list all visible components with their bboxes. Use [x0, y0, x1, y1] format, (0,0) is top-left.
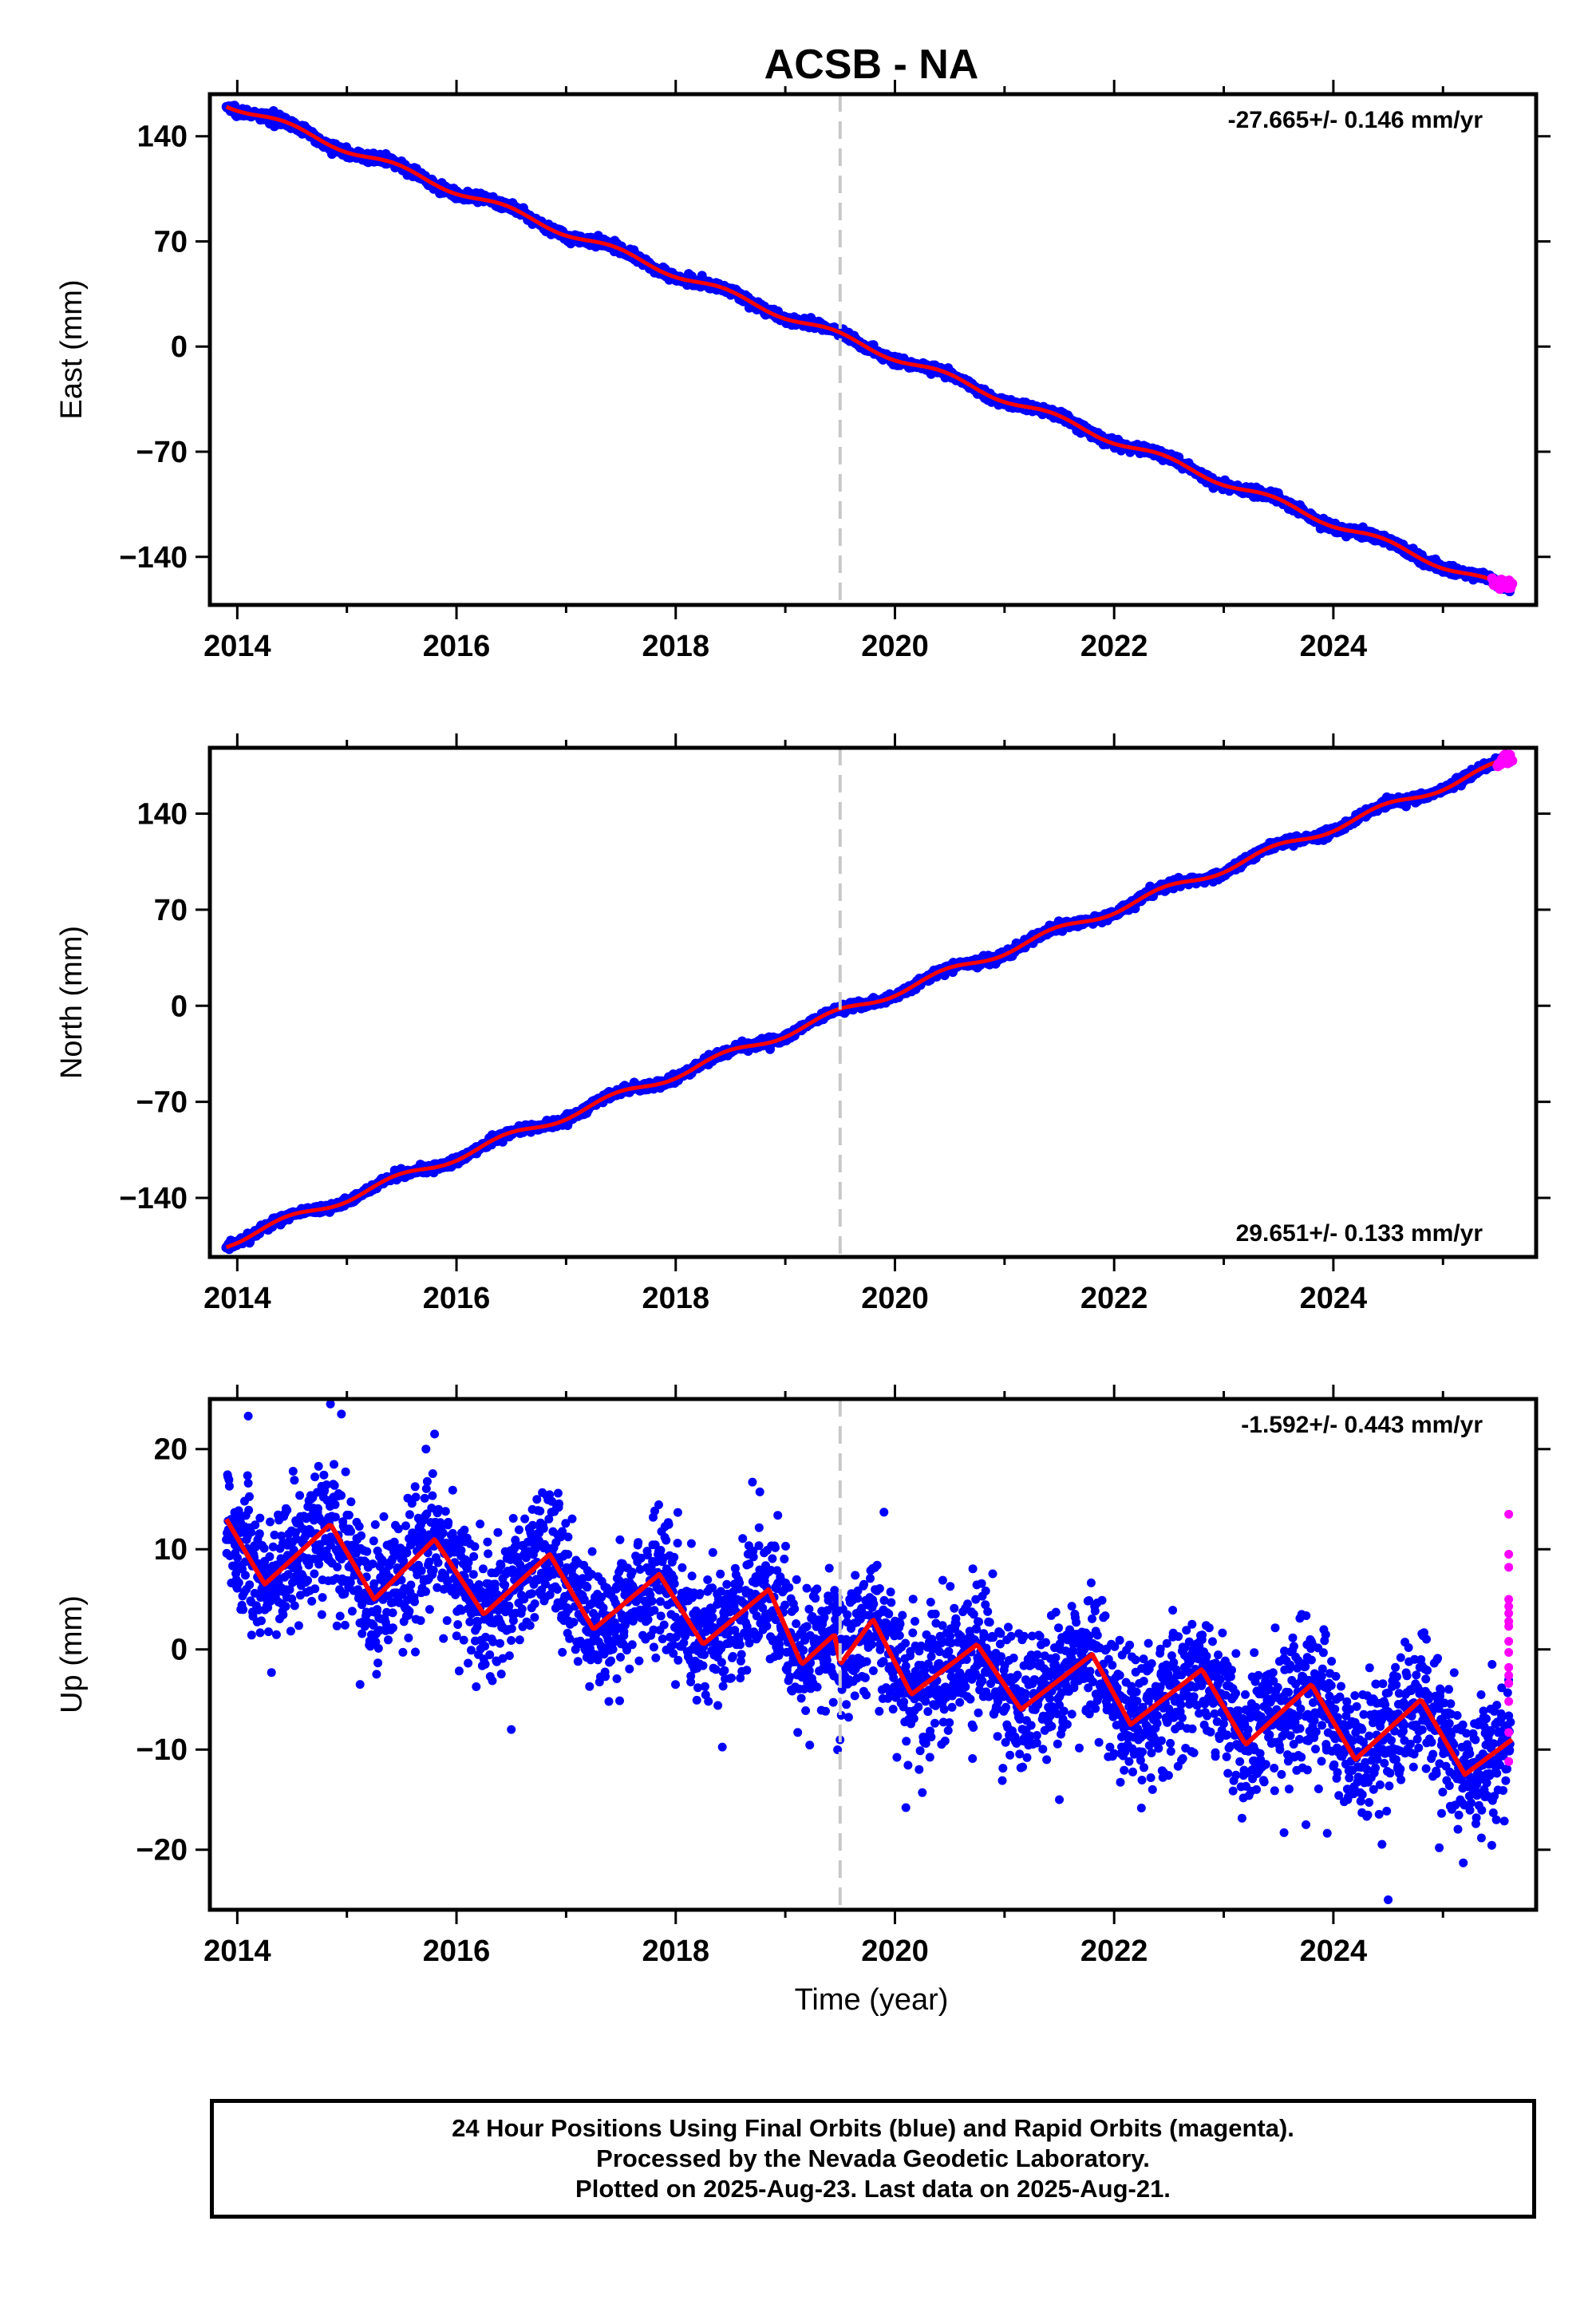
x-tick-label: 2018: [642, 630, 709, 663]
y-tick-label: −70: [136, 436, 188, 469]
x-tick-label: 2020: [861, 630, 929, 663]
rapid-orbit-points: [1487, 573, 1518, 595]
figure-title: ACSB - NA: [764, 41, 979, 88]
panel-east: 2014 2016 2018 2020 2022 2024 140 70 0 −70 −140 Eas…: [55, 80, 1551, 663]
y-axis-label: East (mm): [55, 279, 89, 419]
data-point-rapid: [1507, 578, 1518, 589]
x-tick-label: 2024: [1300, 630, 1368, 663]
y-tick-label: 0: [171, 330, 188, 364]
y-tick-label: 70: [154, 225, 188, 259]
y-tick-label: −140: [119, 541, 188, 575]
velocity-annotation: -27.665+/- 0.146 mm/yr: [1228, 107, 1483, 133]
x-tick-label: 2014: [203, 630, 271, 663]
panel-north: 2014 2016 2018 2020 2022 2024140700−70−140Nor…: [55, 733, 1551, 1315]
y-tick-label: 140: [137, 121, 188, 154]
x-tick-label: 2022: [1080, 630, 1148, 663]
x-tick-label: 2016: [423, 630, 491, 663]
